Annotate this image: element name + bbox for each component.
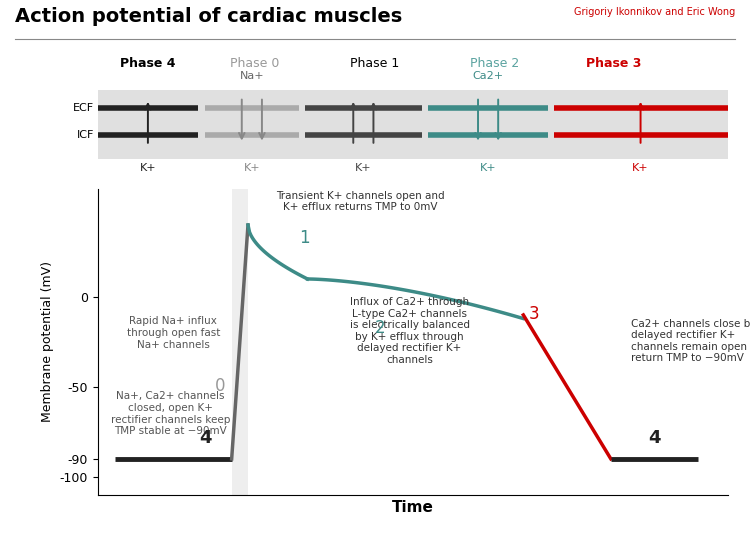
Text: ICF: ICF [77,130,94,140]
Text: Ca2+ channels close but
delayed rectifier K+
channels remain open and
return TMP: Ca2+ channels close but delayed rectifie… [632,319,750,364]
X-axis label: Time: Time [392,500,433,515]
Text: ECF: ECF [74,103,94,113]
Text: Phase 3: Phase 3 [586,57,642,70]
Text: Phase 1: Phase 1 [350,57,399,70]
Text: Na+, Ca2+ channels
closed, open K+
rectifier channels keep
TMP stable at −90mV: Na+, Ca2+ channels closed, open K+ recti… [111,391,230,436]
Text: Influx of Ca2+ through
L-type Ca2+ channels
is electrically balanced
by K+ efflu: Influx of Ca2+ through L-type Ca2+ chann… [350,297,470,365]
Text: K+: K+ [480,163,496,173]
Text: Phase 0: Phase 0 [230,57,280,70]
Text: Transient K+ channels open and
K+ efflux returns TMP to 0mV: Transient K+ channels open and K+ efflux… [276,191,444,212]
Text: Rapid Na+ influx
through open fast
Na+ channels: Rapid Na+ influx through open fast Na+ c… [127,316,220,350]
Text: 1: 1 [299,229,310,247]
Text: 4: 4 [200,429,211,446]
Text: Grigoriy Ikonnikov and Eric Wong: Grigoriy Ikonnikov and Eric Wong [574,7,735,17]
Text: 2: 2 [375,319,386,337]
Text: Na+: Na+ [239,71,264,81]
Text: 4: 4 [648,429,661,446]
Text: 3: 3 [529,305,539,322]
Y-axis label: Membrane potential (mV): Membrane potential (mV) [40,261,54,423]
Text: Phase 4: Phase 4 [120,57,176,70]
Text: Phase 2: Phase 2 [470,57,519,70]
Text: Action potential of cardiac muscles: Action potential of cardiac muscles [15,7,402,26]
Text: 0: 0 [214,376,225,395]
Bar [232,180,248,495]
Text: K+: K+ [140,163,156,173]
Text: K+: K+ [632,163,649,173]
Text: K+: K+ [244,163,260,173]
Bar [98,90,728,159]
Text: Ca2+: Ca2+ [472,71,504,81]
Text: K+: K+ [355,163,372,173]
